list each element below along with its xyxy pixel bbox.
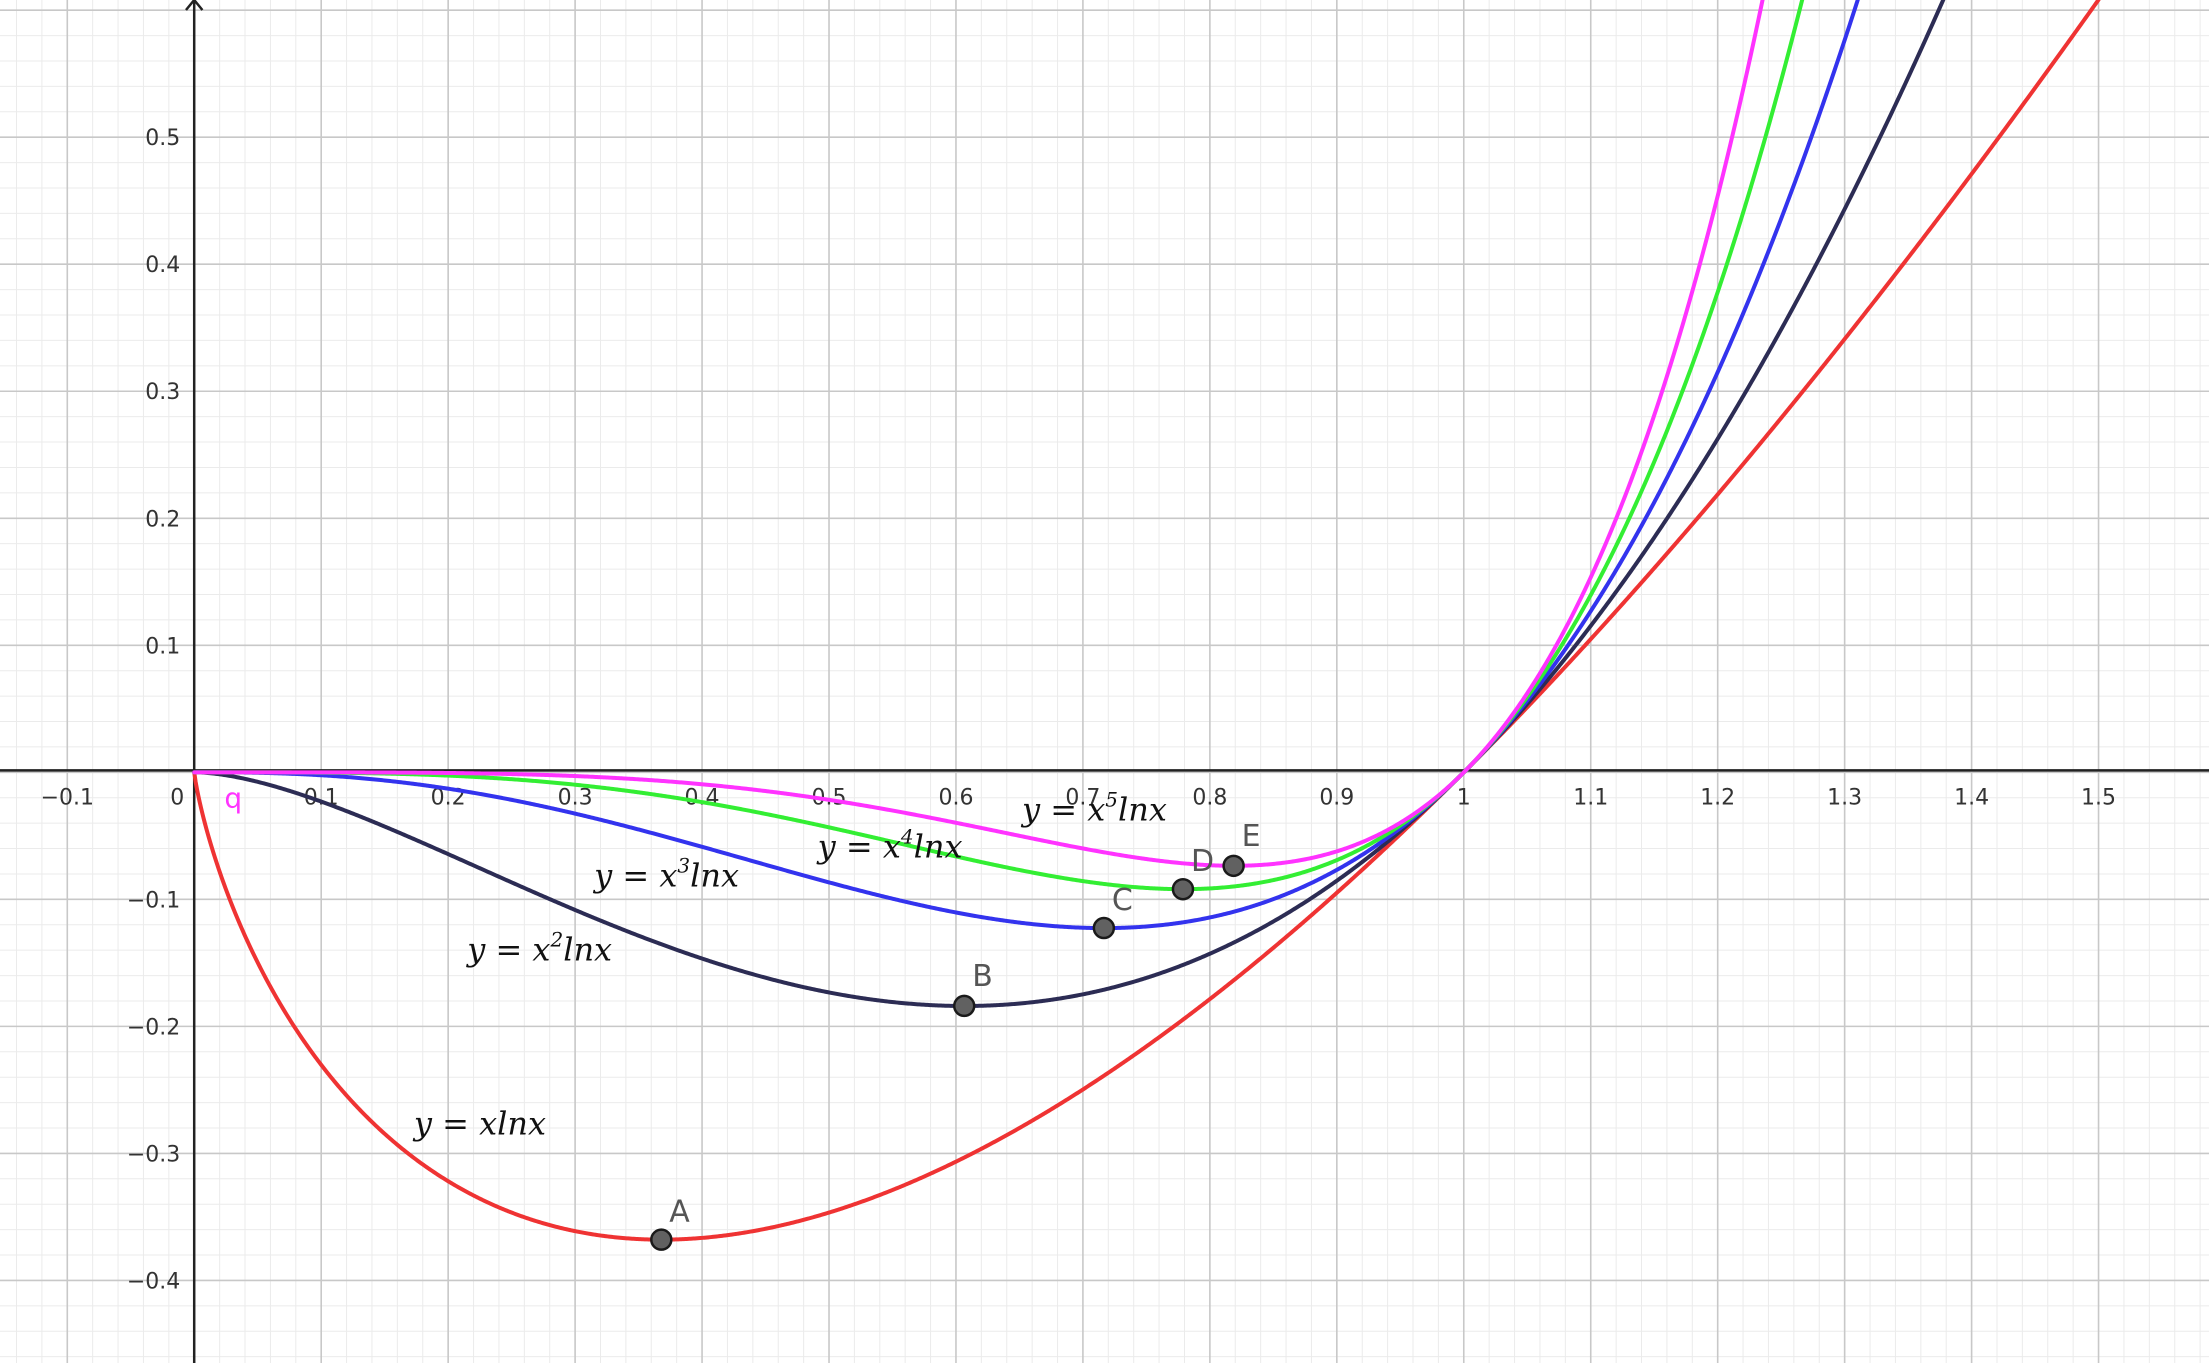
curve-x2lnx (192, 0, 1946, 1008)
point-C[interactable] (1092, 916, 1116, 940)
equation-label-x2lnx: y = x2lnx (465, 927, 612, 968)
y-tick-label: 0.4 (145, 253, 180, 278)
curve-x3lnx (192, 0, 1860, 931)
x-tick-label: 0.4 (685, 785, 720, 810)
y-axis-arrow (185, 0, 204, 11)
equation-label-x4lnx: y = x4lnx (816, 824, 963, 865)
x-tick-label: 0.3 (558, 785, 593, 810)
y-tick-labels: 0.5 0.4 0.3 0.2 0.1 −0.1 −0.2 −0.3 −0.4 (127, 126, 180, 1294)
point-B[interactable] (952, 994, 976, 1018)
x-tick-label: 1 (1457, 785, 1471, 810)
equation-label-x3lnx: y = x3lnx (592, 854, 739, 895)
equation-label-x1lnx: y = xlnx (412, 1104, 546, 1142)
x-tick-label: 0 (170, 785, 184, 810)
point-A[interactable] (650, 1228, 673, 1251)
curves (192, 0, 2101, 1242)
y-tick-label: −0.2 (127, 1015, 180, 1040)
x-tick-label: 0.7 (1065, 785, 1100, 810)
x-tick-label: 1.4 (1954, 785, 1989, 810)
x-tick-label: 1.3 (1827, 785, 1862, 810)
curve-x1lnx (192, 0, 2101, 1242)
annotation-q: q (224, 782, 242, 815)
point-D[interactable] (1171, 877, 1195, 901)
curve-x5lnx (192, 0, 1765, 868)
x-tick-label: 0.9 (1319, 785, 1354, 810)
point-label-C: C (1112, 883, 1133, 918)
x-tick-label: −0.1 (41, 785, 94, 810)
y-tick-label: −0.3 (127, 1142, 180, 1167)
x-tick-label: 1.1 (1573, 785, 1608, 810)
x-tick-labels: −0.1 0 0.1 0.2 0.3 0.4 0.5 0.6 0.7 0.8 0.9 1 1.1 1.2 1… (41, 785, 2116, 810)
point-label-E: E (1242, 819, 1261, 854)
curve-x4lnx (192, 0, 1805, 892)
x-tick-label: 0.8 (1192, 785, 1227, 810)
y-tick-label: −0.1 (127, 888, 180, 913)
equation-labels: y = xlnx y = x2lnx y = x3lnx y = x4lnx y = x… (412, 788, 1167, 1143)
y-tick-label: 0.2 (145, 507, 180, 532)
point-E[interactable] (1222, 854, 1245, 878)
annotations: q (224, 782, 242, 815)
points: A B C DE (650, 819, 1261, 1251)
x-tick-label: 0.6 (938, 785, 973, 810)
x-tick-label: 1.5 (2081, 785, 2116, 810)
point-label-B: B (972, 959, 993, 994)
y-tick-label: 0.3 (145, 380, 180, 405)
y-tick-label: 0.5 (145, 126, 180, 151)
equation-label-x5lnx: y = x5lnx (1020, 788, 1167, 829)
point-label-D: D (1191, 844, 1214, 879)
x-tick-label: 1.2 (1700, 785, 1735, 810)
point-label-A: A (669, 1195, 690, 1230)
y-tick-label: −0.4 (127, 1269, 180, 1294)
y-tick-label: 0.1 (145, 634, 180, 659)
